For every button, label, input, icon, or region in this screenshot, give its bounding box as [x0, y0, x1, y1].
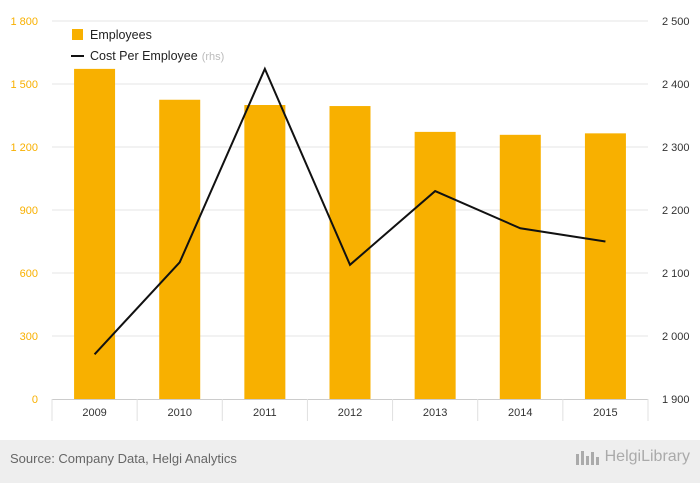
- y-right-tick-label: 2 000: [662, 331, 690, 343]
- x-tick-label: 2013: [423, 407, 447, 419]
- y-right-tick-label: 2 200: [662, 205, 690, 217]
- x-tick-label: 2011: [253, 407, 277, 419]
- y-left-tick-label: 1 800: [10, 16, 38, 28]
- x-tick-label: 2012: [338, 407, 362, 419]
- x-tick-label: 2015: [593, 407, 617, 419]
- bar-employees: [584, 133, 626, 399]
- x-tick-label: 2010: [167, 407, 191, 419]
- bar-employees: [159, 99, 201, 399]
- y-left-tick-label: 600: [20, 268, 38, 280]
- y-right-tick-label: 2 500: [662, 16, 690, 28]
- bar-employees: [499, 134, 541, 399]
- legend-swatch-employees: [72, 29, 83, 40]
- x-tick-label: 2009: [82, 407, 106, 419]
- bar-employees: [244, 105, 286, 399]
- footer: Source: Company Data, Helgi Analytics He…: [0, 440, 700, 483]
- library-icon: [575, 451, 599, 465]
- brand-logo: HelgiLibrary: [575, 448, 690, 466]
- brand-name: HelgiLibrary: [604, 448, 690, 465]
- combo-chart: 0 300 600 900 1 200 1 500 1 800 1 900 2 000 2 100…: [10, 16, 690, 421]
- y-left-tick-label: 1 200: [10, 142, 38, 154]
- legend-suffix-rhs: (rhs): [202, 51, 225, 63]
- bar-employees: [74, 68, 116, 399]
- y-right-tick-label: 2 100: [662, 268, 690, 280]
- y-right-tick-label: 1 900: [662, 394, 690, 406]
- y-right-tick-label: 2 400: [662, 79, 690, 91]
- y-left-tick-label: 300: [20, 331, 38, 343]
- y-right-tick-label: 2 300: [662, 142, 690, 154]
- legend-label-cost-per-employee: Cost Per Employee: [90, 49, 198, 63]
- y-left-tick-label: 900: [20, 205, 38, 217]
- y-left-tick-label: 1 500: [10, 79, 38, 91]
- source-note: Source: Company Data, Helgi Analytics: [10, 451, 237, 466]
- legend-label-employees: Employees: [90, 28, 152, 42]
- bar-employees: [414, 131, 456, 399]
- y-left-tick-label: 0: [32, 394, 38, 406]
- x-tick-label: 2014: [508, 407, 532, 419]
